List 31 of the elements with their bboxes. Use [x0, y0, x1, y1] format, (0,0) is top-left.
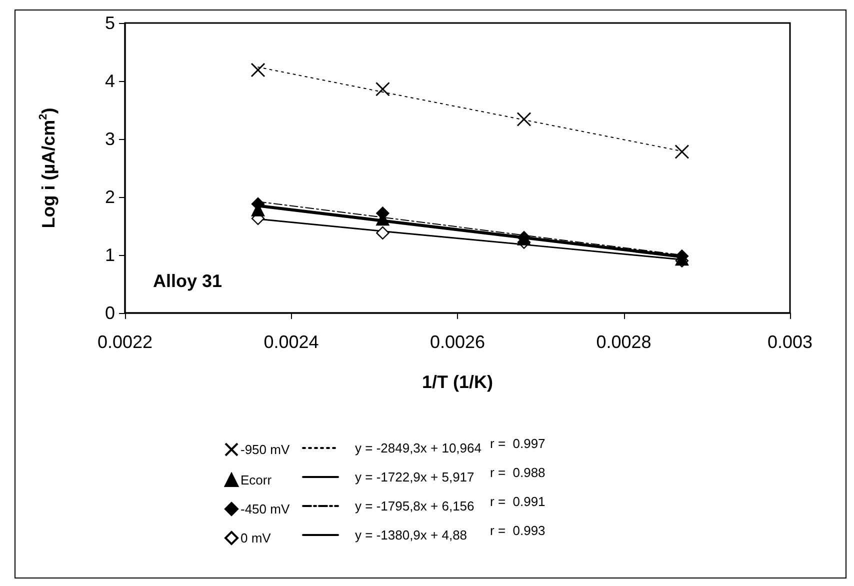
- legend-label: -950 mV: [240, 442, 290, 457]
- legend-label: Ecorr: [240, 472, 272, 488]
- point: [376, 226, 390, 240]
- annotation: Alloy 31: [153, 271, 222, 291]
- x-tick-label: 0.0028: [596, 332, 652, 352]
- text: r = 0.988: [490, 465, 546, 480]
- x-tick-label: 0.0022: [97, 332, 153, 352]
- text: r = 0.993: [490, 523, 546, 538]
- point: [674, 144, 690, 160]
- x-tick-label: 0.0024: [264, 332, 319, 352]
- x-tick-label: 0.003: [767, 332, 813, 352]
- legend-label: y = -1795,8x + 6,156: [355, 498, 474, 514]
- x-axis-title: 1/T (1/K): [422, 372, 494, 392]
- y-axis-title: Log i (µA/cm2): [38, 108, 58, 228]
- legend-label: y = -1722,9x + 5,917: [355, 470, 474, 484]
- legend-label: -450 mV: [240, 502, 290, 516]
- y-tick-label: 5: [104, 13, 115, 33]
- x-tick-label: 0.0026: [430, 332, 486, 352]
- point: [516, 112, 532, 127]
- legend-label: 0 mV: [240, 530, 272, 546]
- text: r = 0.997: [490, 436, 546, 451]
- legend-label: y = -2849,3x + 10,964: [355, 440, 482, 456]
- point: [375, 82, 390, 96]
- y-tick-label: 4: [104, 71, 115, 91]
- y-tick-label: 2: [104, 187, 115, 207]
- text: r = 0.991: [490, 494, 546, 509]
- y-tick-label: 3: [104, 129, 115, 149]
- point: [250, 62, 266, 78]
- legend-label: y = -1380,9x + 4,88: [355, 528, 468, 542]
- y-tick-label: 0: [104, 303, 115, 323]
- y-tick-label: 1: [104, 245, 115, 265]
